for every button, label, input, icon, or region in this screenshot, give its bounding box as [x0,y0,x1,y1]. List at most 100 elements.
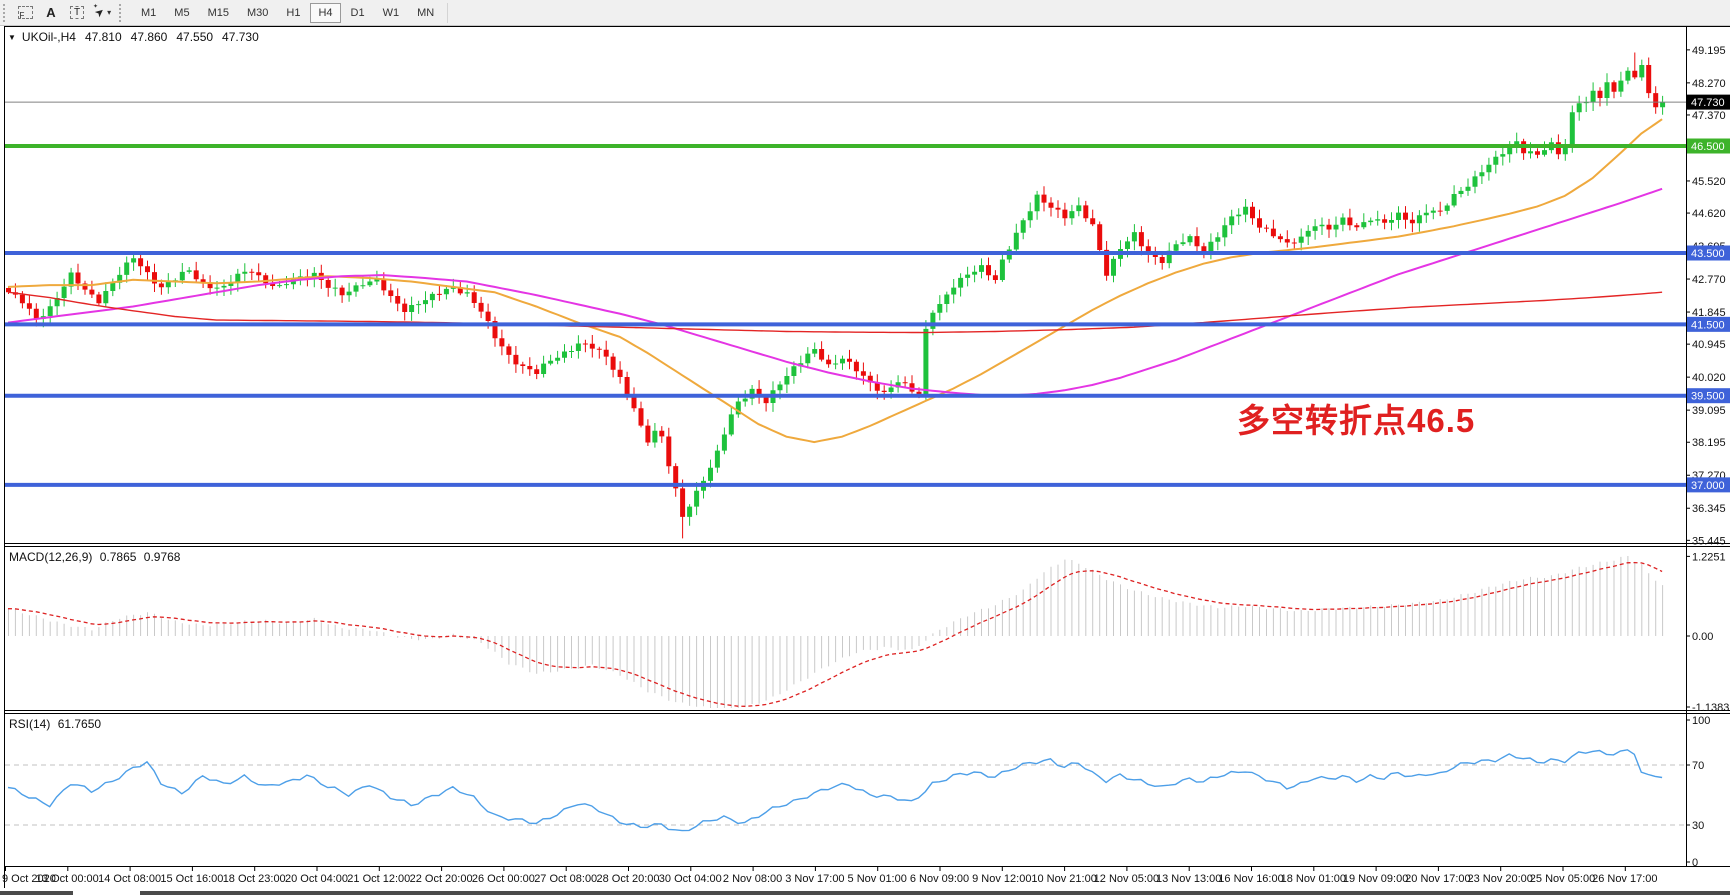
date-tick-label: 10 Nov 21:00 [1031,873,1096,885]
date-tick-label: 28 Oct 20:00 [597,873,660,885]
date-tick-label: 12 Nov 05:00 [1094,873,1159,885]
date-tick-label: 3 Nov 17:00 [785,873,844,885]
date-tick-label: 30 Oct 04:00 [659,873,722,885]
date-tick-label: 2 Nov 08:00 [723,873,782,885]
toolbar-grip[interactable] [119,3,125,22]
timeframe-group: M1 M5 M15 M30 H1 H4 D1 W1 MN [132,2,443,23]
ohlc-open: 47.810 [84,30,122,44]
macd-tick-label: 0.00 [1692,631,1713,643]
timeframe-button-H1[interactable]: H1 [286,6,301,19]
macd-signal-value: 0.9768 [143,550,181,564]
ohlc-close: 47.730 [222,30,259,44]
rsi-tick-label: 100 [1692,715,1710,727]
rsi-indicator-label: RSI(14) 61.7650 [9,717,105,731]
text-tool-button[interactable]: T [65,2,89,24]
ma-mid-line [7,187,1663,397]
date-tick-label: 14 Oct 08:00 [98,873,161,885]
ohlc-low: 47.550 [176,30,214,44]
timeframe-button-M1[interactable]: M1 [141,6,157,19]
panel-borders [4,26,1730,888]
chart-annotation-text[interactable]: 多空转折点46.5 [1237,402,1476,439]
scrollbar-segment [0,891,73,895]
price-tick-label: 39.095 [1692,405,1726,417]
horizontal-scrollbar[interactable] [0,890,1730,896]
date-tick-label: 21 Oct 12:00 [347,873,410,885]
rsi-value: 61.7650 [57,717,102,731]
date-tick-label: 19 Nov 09:00 [1343,873,1408,885]
arrow-tool-button[interactable]: ✦ ➤ ▾ [91,2,115,24]
date-tick-label: 23 Nov 20:00 [1467,873,1532,885]
macd-tick-label: 1.2251 [1692,551,1726,563]
level-badge-label: 37.000 [1691,480,1725,492]
candles [6,52,1666,539]
scrollbar-segment [140,891,1730,895]
macd-panel: 1.2251 0.00 -1.1383 [7,551,1729,714]
macd-signal-line [7,561,1663,707]
timeframe-button-D1[interactable]: D1 [350,6,365,19]
chart-menu-icon[interactable]: ▼ [8,32,16,42]
timeframe-button-MN[interactable]: MN [417,6,435,19]
price-axis: 49.19548.27047.37045.52044.62043.69542.7… [1686,45,1730,547]
date-tick-label: 5 Nov 01:00 [848,873,907,885]
price-tick-label: 40.020 [1692,372,1726,384]
toolbar-grip[interactable] [3,3,9,22]
macd-indicator-label: MACD(12,26,9) 0.7865 0.9768 [9,550,184,564]
date-tick-label: 13 Oct 00:00 [36,873,99,885]
price-tick-label: 44.620 [1692,208,1726,220]
date-tick-label: 9 Oct 2020 [2,873,56,885]
current-price-badge [1687,94,1730,110]
ma-fast-line [7,118,1663,444]
level-badge-label: 39.500 [1691,391,1725,403]
date-tick-label: 25 Nov 05:00 [1530,873,1595,885]
date-tick-label: 9 Nov 12:00 [972,873,1031,885]
price-tick-label: 40.945 [1692,339,1726,351]
rsi-panel: 100 70 30 0 [5,715,1710,869]
date-tick-label: 22 Oct 20:00 [410,873,473,885]
current-price-badge-label: 47.730 [1691,97,1725,109]
price-tick-label: 48.270 [1692,78,1726,90]
timeframe-button-M15[interactable]: M15 [207,6,229,19]
symbol-period: UKOil-,H4 [21,30,76,44]
timeframe-button-M5[interactable]: M5 [174,6,190,19]
price-tick-label: 42.770 [1692,274,1726,286]
date-tick-label: 15 Oct 16:00 [160,873,223,885]
price-tick-label: 49.195 [1692,45,1726,57]
pivot-badge [1687,138,1730,154]
date-tick-label: 27 Oct 08:00 [534,873,597,885]
price-tick-label: 47.370 [1692,110,1726,122]
level-badge [1687,388,1730,404]
price-tick-label: 41.845 [1692,307,1726,319]
macd-histogram [8,556,1664,708]
level-badge-label: 41.500 [1691,319,1725,331]
price-tick-label: 38.195 [1692,437,1726,449]
label-tool-icon: A [46,5,56,20]
date-tick-label: 6 Nov 09:00 [910,873,969,885]
fibonacci-icon: F [17,6,33,20]
timeframe-button-M30[interactable]: M30 [246,6,269,19]
timeframe-button-H4[interactable]: H4 [310,2,341,23]
date-tick-label: 18 Nov 01:00 [1281,873,1346,885]
rsi-line [7,749,1663,832]
rsi-tick-label: 70 [1692,760,1704,772]
toolbar-separator [447,2,449,23]
label-tool-button[interactable]: A [39,2,63,24]
date-tick-label: 18 Oct 23:00 [223,873,286,885]
pivot-badge-label: 46.500 [1691,141,1725,153]
macd-tick-label: -1.1383 [1692,702,1729,714]
level-badge [1687,316,1730,332]
chart-title: ▼ UKOil-,H4 47.810 47.860 47.550 47.730 [8,30,259,44]
rsi-tick-label: 30 [1692,820,1704,832]
timeframe-button-W1[interactable]: W1 [382,6,400,19]
date-tick-label: 13 Nov 13:00 [1156,873,1221,885]
price-tick-label: 35.445 [1692,535,1726,547]
fibonacci-tool-button[interactable]: F [13,2,37,24]
date-tick-label: 20 Oct 04:00 [285,873,348,885]
text-tool-icon: T [70,6,84,19]
date-tick-label: 16 Nov 16:00 [1218,873,1283,885]
date-tick-label: 20 Nov 17:00 [1405,873,1470,885]
level-badge-label: 43.500 [1691,248,1725,260]
rsi-name: RSI(14) [9,717,51,731]
